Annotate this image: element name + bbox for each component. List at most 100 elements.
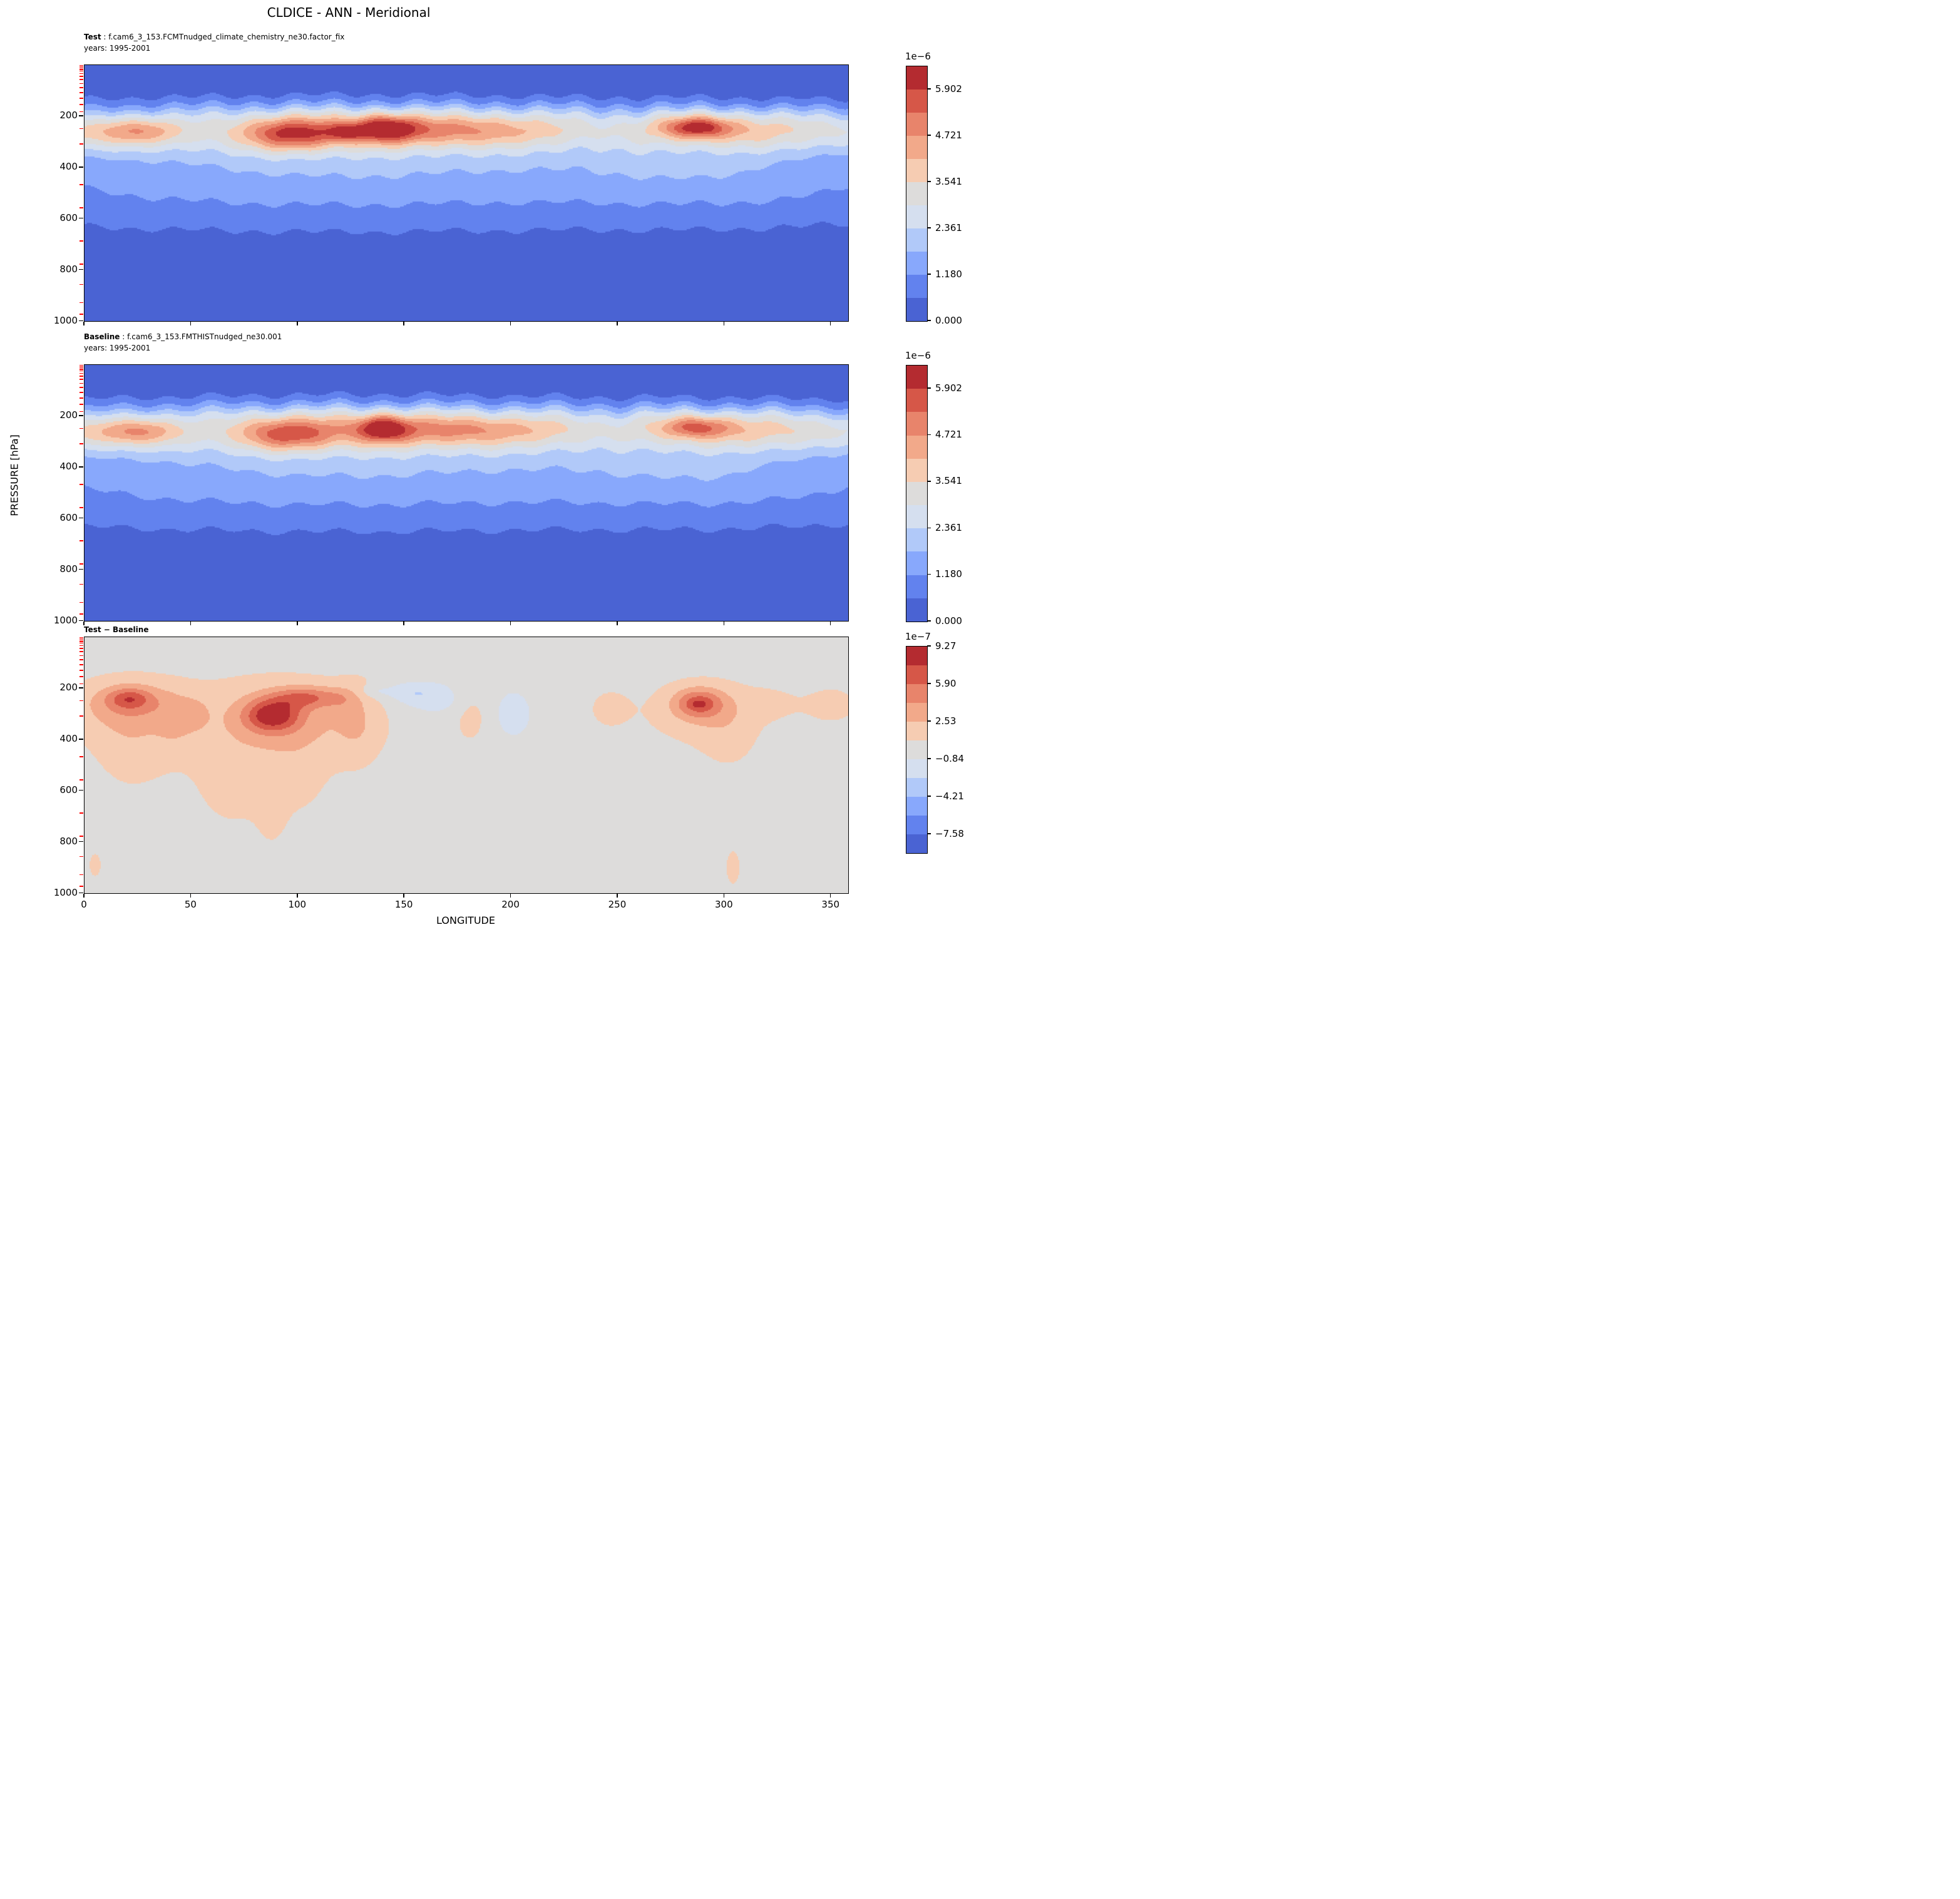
- y-tick-label: 600: [59, 784, 78, 796]
- model-level-tick: [80, 240, 83, 242]
- x-major-tick: [723, 621, 725, 625]
- colorbar-segment: [906, 796, 927, 816]
- model-level-tick: [80, 683, 83, 685]
- y-tick-label: 800: [59, 263, 78, 275]
- y-tick-label: 200: [59, 110, 78, 121]
- model-level-tick: [80, 372, 83, 374]
- model-level-tick: [80, 756, 83, 757]
- colorbar-tick: [927, 573, 931, 575]
- model-level-tick: [80, 507, 83, 508]
- model-level-tick: [80, 676, 83, 677]
- colorbar-tick-label: 2.361: [935, 521, 962, 533]
- colorbar-segment: [906, 388, 927, 412]
- y-major-tick: [79, 466, 83, 468]
- x-major-tick: [723, 893, 725, 898]
- x-major-tick: [829, 321, 831, 325]
- colorbar-segment: [906, 89, 927, 113]
- colorbar-segment: [906, 274, 927, 298]
- test-case-name: f.cam6_3_153.FCMTnudged_climate_chemistr…: [108, 33, 345, 41]
- model-level-tick: [80, 387, 83, 388]
- y-axis-label: PRESSURE [hPa]: [8, 434, 21, 516]
- colorbar-tick-label: 2.53: [935, 715, 957, 727]
- model-level-tick: [80, 376, 83, 377]
- model-level-tick: [80, 715, 83, 717]
- model-level-tick: [80, 76, 83, 77]
- model-level-tick: [80, 184, 83, 185]
- model-level-tick: [80, 648, 83, 649]
- contour-field-test: [85, 65, 848, 321]
- colorbar-baseline: [906, 365, 928, 622]
- x-axis-label: LONGITUDE: [436, 914, 495, 926]
- x-major-tick: [297, 321, 298, 325]
- model-level-tick: [80, 583, 83, 585]
- colorbar-segment: [906, 411, 927, 436]
- colorbar-tick-label: 4.721: [935, 429, 962, 441]
- x-major-tick: [510, 321, 511, 325]
- colorbar-segment: [906, 575, 927, 598]
- colorbar-segment: [906, 834, 927, 853]
- model-level-tick: [80, 836, 83, 837]
- x-major-tick: [403, 321, 404, 325]
- colorbar-tick: [927, 387, 931, 389]
- x-major-tick: [403, 893, 404, 898]
- model-level-tick: [80, 443, 83, 444]
- model-level-tick: [80, 87, 83, 88]
- colorbar-multiplier-test: 1e−6: [905, 51, 931, 62]
- y-major-tick: [79, 568, 83, 570]
- model-level-tick: [80, 366, 83, 367]
- model-level-tick: [80, 664, 83, 665]
- model-level-tick: [80, 639, 83, 641]
- colorbar-tick: [927, 481, 931, 482]
- model-level-tick: [80, 284, 83, 285]
- y-tick-label: 400: [59, 733, 78, 745]
- model-level-tick: [80, 886, 83, 887]
- colorbar-tick-label: −0.84: [935, 752, 964, 764]
- model-level-tick: [80, 540, 83, 541]
- x-major-tick: [83, 893, 85, 898]
- model-level-tick: [80, 874, 83, 876]
- difference-panel-header: Test − Baseline: [84, 625, 148, 634]
- model-level-tick: [80, 70, 83, 72]
- colorbar-segment: [906, 66, 927, 90]
- x-major-tick: [617, 621, 618, 625]
- y-major-tick: [79, 739, 83, 740]
- test-panel: [84, 64, 849, 322]
- colorbar-tick-label: −4.21: [935, 790, 964, 802]
- colorbar-tick-label: 5.902: [935, 83, 962, 95]
- colorbar-tick-label: 2.361: [935, 222, 962, 233]
- x-major-tick: [510, 893, 511, 898]
- y-major-tick: [79, 217, 83, 219]
- x-major-tick: [829, 893, 831, 898]
- x-major-tick: [510, 621, 511, 625]
- model-level-tick: [80, 641, 83, 642]
- y-tick-label: 400: [59, 161, 78, 173]
- model-level-tick: [80, 73, 83, 74]
- colorbar-tick-label: 4.721: [935, 129, 962, 141]
- figure: CLDICE - ANN - Meridional Test : f.cam6_…: [0, 0, 980, 950]
- colorbar-segment: [906, 205, 927, 228]
- y-tick-label: 800: [59, 563, 78, 575]
- colorbar-segment: [906, 702, 927, 722]
- x-tick-label: 300: [715, 899, 733, 910]
- model-level-tick: [80, 642, 83, 644]
- colorbar-segment: [906, 646, 927, 665]
- model-level-tick: [80, 779, 83, 781]
- y-major-tick: [79, 841, 83, 842]
- colorbar-tick: [927, 796, 931, 797]
- colorbar-tick: [927, 683, 931, 684]
- colorbar-segment: [906, 135, 927, 159]
- colorbar-segment: [906, 297, 927, 321]
- x-tick-label: 150: [394, 899, 413, 910]
- x-tick-label: 100: [288, 899, 307, 910]
- baseline-panel: [84, 364, 849, 622]
- model-level-tick: [80, 856, 83, 857]
- model-level-tick: [80, 392, 83, 393]
- x-major-tick: [617, 893, 618, 898]
- colorbar-tick: [927, 434, 931, 436]
- x-major-tick: [297, 621, 298, 625]
- x-major-tick: [190, 893, 192, 898]
- y-major-tick: [79, 166, 83, 168]
- model-level-tick: [80, 427, 83, 429]
- y-major-tick: [79, 320, 83, 321]
- model-level-tick: [80, 563, 83, 565]
